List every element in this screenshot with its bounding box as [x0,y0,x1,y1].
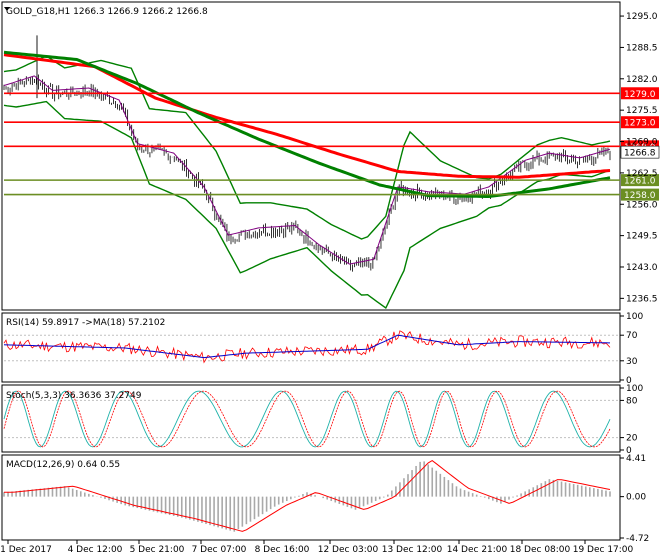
y-tick-label: 1256.0 [626,200,658,210]
current-price-label: 1266.8 [624,149,656,159]
stochastic-panel[interactable] [1,384,621,453]
y-tick-label: 100 [626,312,643,322]
level-tag [621,188,659,201]
level-tag-label: 1279.0 [624,90,656,100]
y-tick-label: 1236.5 [626,294,658,304]
y-tick-label: -4.72 [626,534,649,544]
rsi-header: RSI(14) 59.8917 ->MA(18) 57.2102 [6,318,165,328]
stoch-main-line [3,390,611,448]
x-tick-label: 1 Dec 2017 [0,545,52,555]
x-tick-label: 18 Dec 08:00 [510,545,571,555]
y-tick-label: 1243.0 [626,263,658,273]
level-tag-label: 1273.0 [624,119,656,129]
lower-band-line [3,100,611,310]
y-tick-label: 4.41 [626,454,646,464]
y-tick-label: 0 [626,376,632,386]
x-tick-label: 4 Dec 12:00 [68,545,123,555]
main-header: GOLD_G18,H1 1266.3 1266.9 1266.2 1266.8 [6,7,208,17]
level-tag-label: 1258.0 [624,191,656,201]
y-tick-label: 80 [626,396,638,406]
y-tick-label: 0.00 [626,493,646,503]
x-tick-label: 14 Dec 21:00 [447,545,508,555]
y-tick-label: 1275.5 [626,106,658,116]
y-tick-label: 30 [626,357,638,367]
stoch-signal-line [3,390,611,448]
level-tag [621,87,659,100]
y-tick-label: 1249.5 [626,232,658,242]
y-tick-label: 1262.5 [626,169,658,179]
rsi-ma-line [3,334,610,359]
y-tick-label: 1269.0 [626,138,658,148]
x-tick-label: 8 Dec 16:00 [255,545,310,555]
fast-ma-line [3,75,611,265]
x-tick-label: 5 Dec 21:00 [130,545,185,555]
stoch-header: Stoch(5,3,3) 36.3636 37.2749 [6,391,142,401]
y-tick-label: 1282.0 [626,75,658,85]
current-price-tag [620,145,660,159]
x-tick-label: 19 Dec 17:00 [573,545,634,555]
level-tag [621,174,659,187]
upper-band-line [3,55,611,240]
level-tag-label: 1261.0 [624,177,656,187]
y-tick-label: 70 [626,331,638,341]
x-tick-label: 7 Dec 07:00 [192,545,247,555]
main-price-panel[interactable] [1,1,621,311]
y-tick-label: 1288.5 [626,43,658,53]
collapse-triangle-icon[interactable] [4,7,10,11]
macd-signal-line [4,460,611,532]
x-tick-label: 12 Dec 03:00 [318,545,379,555]
y-tick-label: 20 [626,434,638,444]
y-tick-label: 100 [626,384,643,394]
level-tag [621,116,659,129]
x-tick-label: 13 Dec 12:00 [382,545,443,555]
y-tick-label: 0 [626,446,632,456]
y-tick-label: 1295.0 [626,12,658,22]
rsi-line [3,330,611,364]
macd-header: MACD(12,26,9) 0.64 0.55 [6,460,120,470]
